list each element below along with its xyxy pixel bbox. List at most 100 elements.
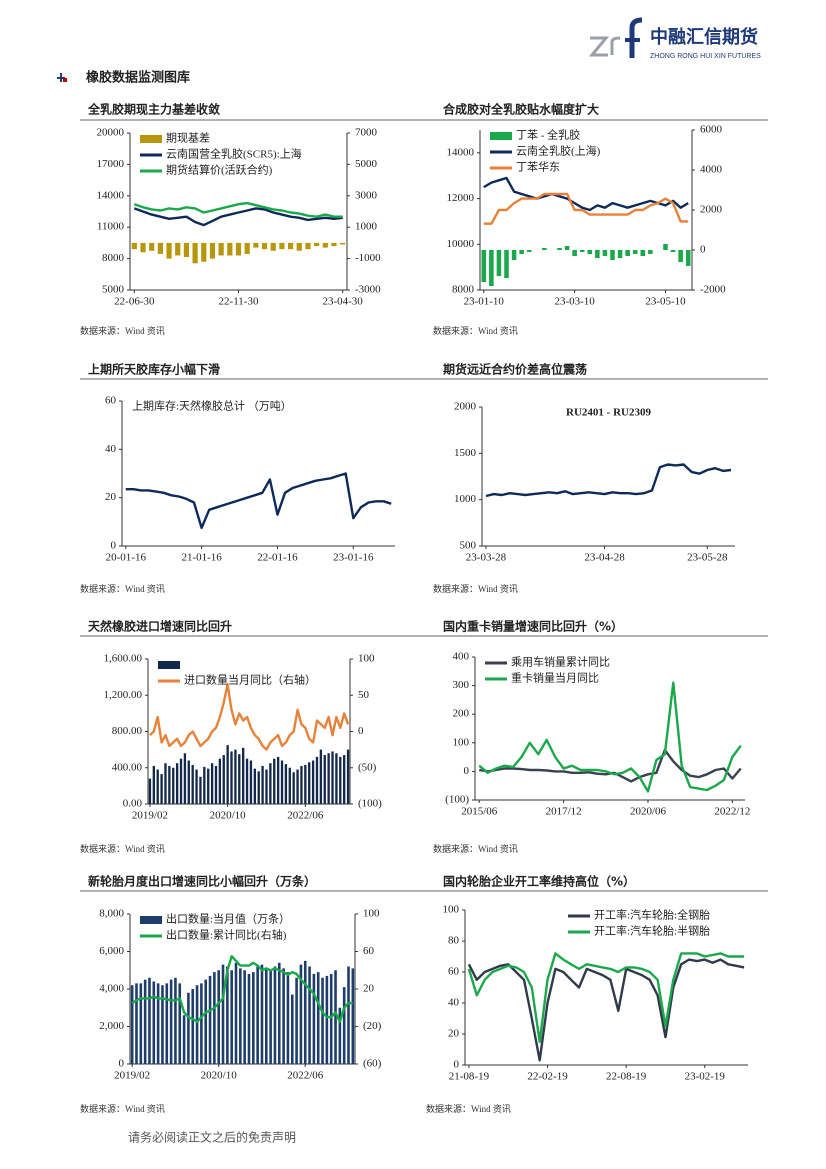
x-tick-label: 22-08-19 — [606, 1071, 647, 1083]
line — [483, 192, 689, 225]
bar — [342, 987, 346, 1064]
bar — [314, 242, 320, 247]
y-tick-label: 40 — [448, 997, 460, 1009]
bar — [222, 755, 225, 804]
bar — [175, 763, 179, 804]
legend-swatch — [140, 916, 162, 924]
bar — [678, 250, 683, 262]
bar — [351, 968, 355, 1064]
bar — [234, 962, 238, 1064]
bar — [213, 972, 216, 1064]
y-tick-label: 300 — [453, 679, 470, 691]
y-tick-label: 400.00 — [112, 761, 143, 773]
bar — [269, 970, 272, 1064]
chart-title: 国内轮胎企业开工率维持高位（%） — [443, 874, 635, 889]
line — [479, 748, 742, 783]
logo — [588, 17, 643, 58]
bar — [288, 767, 291, 804]
bar — [130, 985, 134, 1064]
bar — [182, 1015, 186, 1064]
x-tick-label: 2022/06 — [287, 810, 324, 822]
bar — [287, 242, 294, 250]
bar — [148, 778, 152, 804]
y2-tick-label: (60) — [363, 1058, 382, 1070]
line — [467, 958, 745, 1062]
y-tick-label: 60 — [448, 966, 460, 978]
y2-tick-label: 60 — [363, 945, 375, 957]
y-tick-label: 200 — [453, 708, 470, 720]
x-tick-label: 2020/06 — [630, 806, 667, 818]
bar — [340, 242, 346, 245]
bar — [204, 979, 208, 1064]
bar — [504, 250, 509, 278]
bar — [327, 753, 330, 804]
bar — [238, 754, 241, 804]
bar — [230, 970, 233, 1064]
bar — [564, 246, 570, 250]
x-tick-label: 2020/10 — [201, 1070, 238, 1082]
bar — [165, 983, 169, 1064]
y2-tick-label: 100 — [363, 908, 380, 920]
y-tick-label: 80 — [448, 935, 460, 947]
bar — [295, 977, 298, 1064]
y-tick-label: 0 — [454, 1059, 460, 1071]
legend-label: 期现基差 — [166, 131, 210, 145]
bar — [322, 242, 328, 248]
legend-swatch — [158, 661, 180, 669]
bar — [321, 977, 324, 1064]
bar — [227, 242, 233, 256]
bar — [207, 768, 210, 804]
bar — [187, 992, 190, 1064]
bar — [235, 242, 242, 256]
bar — [195, 769, 198, 804]
bar — [489, 250, 494, 286]
bar — [319, 749, 323, 804]
bar — [273, 966, 277, 1064]
legend-label: 丁苯华东 — [516, 160, 560, 174]
y-tick-label: 2000 — [454, 401, 477, 413]
bar — [164, 763, 167, 804]
legend-label: 云南国营全乳胶(SCR5):上海 — [166, 147, 302, 161]
bar — [334, 970, 337, 1064]
x-tick-label: 23-03-28 — [466, 552, 507, 564]
bar — [299, 964, 303, 1064]
legend-label: RU2401 - RU2309 — [566, 407, 651, 419]
y-tick-label: 6,000 — [99, 945, 124, 957]
legend-label: 重卡销量当月同比 — [511, 671, 599, 685]
x-tick-label: 2022/12 — [714, 806, 750, 818]
y2-tick-label: (50) — [358, 761, 377, 773]
bar — [265, 769, 268, 804]
bar — [261, 765, 264, 804]
chart-title: 国内重卡销量增速同比回升（%） — [443, 619, 623, 634]
y-tick-label: 14000 — [97, 189, 125, 201]
bar — [308, 966, 311, 1064]
line — [478, 681, 742, 793]
bar — [292, 772, 295, 804]
bar — [149, 242, 155, 251]
bar — [277, 962, 281, 1064]
bar — [286, 972, 290, 1064]
section-icon-dot — [63, 78, 67, 82]
bar — [308, 762, 311, 804]
y-tick-label: 0 — [119, 1058, 125, 1070]
bar — [305, 242, 311, 250]
bar — [325, 975, 329, 1064]
chart-source: 数据来源：Wind 资讯 — [433, 843, 518, 854]
bar — [191, 765, 194, 804]
line — [133, 207, 343, 227]
x-tick-label: 20-01-16 — [106, 552, 147, 564]
bar — [210, 763, 214, 804]
y2-tick-label: 20 — [363, 983, 375, 995]
bar — [579, 250, 585, 252]
y-tick-label: 1,200.00 — [104, 689, 143, 701]
bar — [217, 970, 220, 1064]
bar — [244, 242, 250, 254]
bar — [253, 242, 259, 248]
line — [125, 472, 392, 530]
line — [149, 683, 350, 751]
y-tick-label: 60 — [105, 395, 117, 407]
y-tick-label: 8000 — [102, 252, 125, 264]
bar — [152, 981, 156, 1064]
bar — [276, 756, 280, 804]
bar — [226, 966, 229, 1064]
